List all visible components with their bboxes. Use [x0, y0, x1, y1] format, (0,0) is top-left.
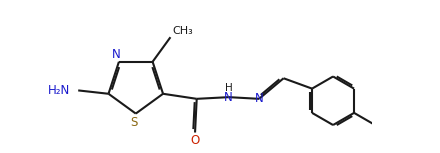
Text: H₂N: H₂N — [48, 84, 70, 97]
Text: N: N — [224, 91, 233, 104]
Text: H: H — [225, 83, 233, 93]
Text: CH₃: CH₃ — [172, 26, 193, 36]
Text: S: S — [130, 116, 138, 129]
Text: N: N — [255, 92, 264, 105]
Text: O: O — [191, 134, 200, 147]
Text: N: N — [112, 48, 121, 61]
